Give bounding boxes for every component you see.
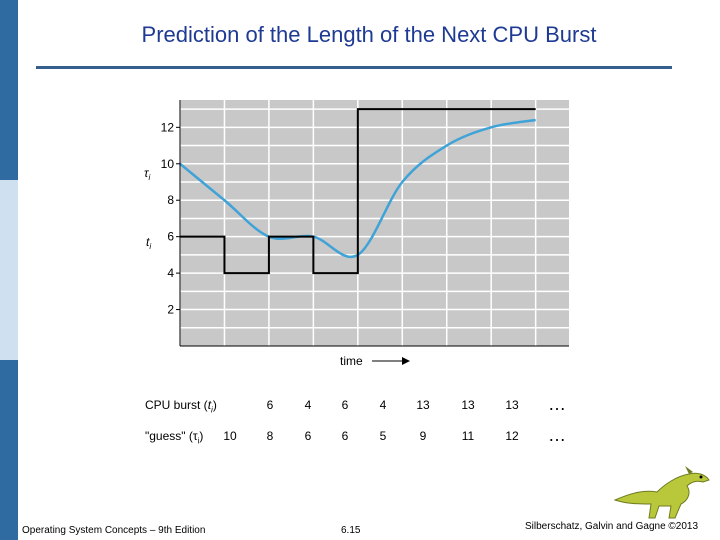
table-cell: 12: [505, 429, 519, 443]
slide-title: Prediction of the Length of the Next CPU…: [141, 22, 597, 47]
table-cell: 13: [461, 398, 475, 412]
y-tick-label: 10: [161, 157, 175, 171]
table-cell: 8: [266, 429, 274, 443]
table-cell: 10: [223, 429, 237, 443]
y-ticks: 2 4 6 8 10 12: [161, 120, 180, 317]
table-cell: 6: [341, 429, 349, 443]
table-cell: 6: [341, 398, 349, 412]
y-label-t: ti: [146, 235, 151, 251]
table-cell: 6: [304, 429, 312, 443]
footer-page-number: 6.15: [341, 525, 361, 536]
y-tick-label: 12: [161, 120, 175, 134]
y-label-tau: τi: [144, 166, 151, 182]
table-cell: 13: [416, 398, 430, 412]
y-tick-label: 2: [167, 303, 174, 317]
burst-prediction-chart: 2 4 6 8 10 12 τi ti time: [144, 100, 569, 368]
table-ellipsis: …: [548, 394, 566, 414]
dinosaur-logo-icon: [613, 466, 710, 519]
time-arrow-head: [402, 357, 410, 365]
table-cell: 4: [379, 398, 387, 412]
title-underline: [36, 66, 672, 69]
y-tick-label: 4: [167, 266, 174, 280]
footer-right: Silberschatz, Galvin and Gagne ©2013: [525, 521, 699, 532]
table-cell: 4: [304, 398, 312, 412]
plot-background: [180, 100, 569, 346]
table-cell: 11: [461, 429, 475, 443]
table-label-guess: "guess" (τi): [145, 429, 204, 446]
left-accent-bar-bottom: [0, 360, 18, 540]
x-axis-label: time: [340, 354, 363, 368]
footer-left: Operating System Concepts – 9th Edition: [22, 525, 206, 536]
table-cell: 5: [379, 429, 387, 443]
table-label-cpu-burst: CPU burst (ti): [145, 398, 217, 415]
left-accent-bar-top: [0, 0, 18, 180]
y-tick-label: 6: [167, 230, 174, 244]
y-tick-label: 8: [167, 193, 174, 207]
table-cell: 13: [505, 398, 519, 412]
table-ellipsis: …: [548, 425, 566, 445]
table-cell: 9: [419, 429, 427, 443]
series-t-line: [180, 108, 536, 275]
table-cell: 6: [266, 398, 274, 412]
left-accent-bar-middle: [0, 180, 18, 360]
